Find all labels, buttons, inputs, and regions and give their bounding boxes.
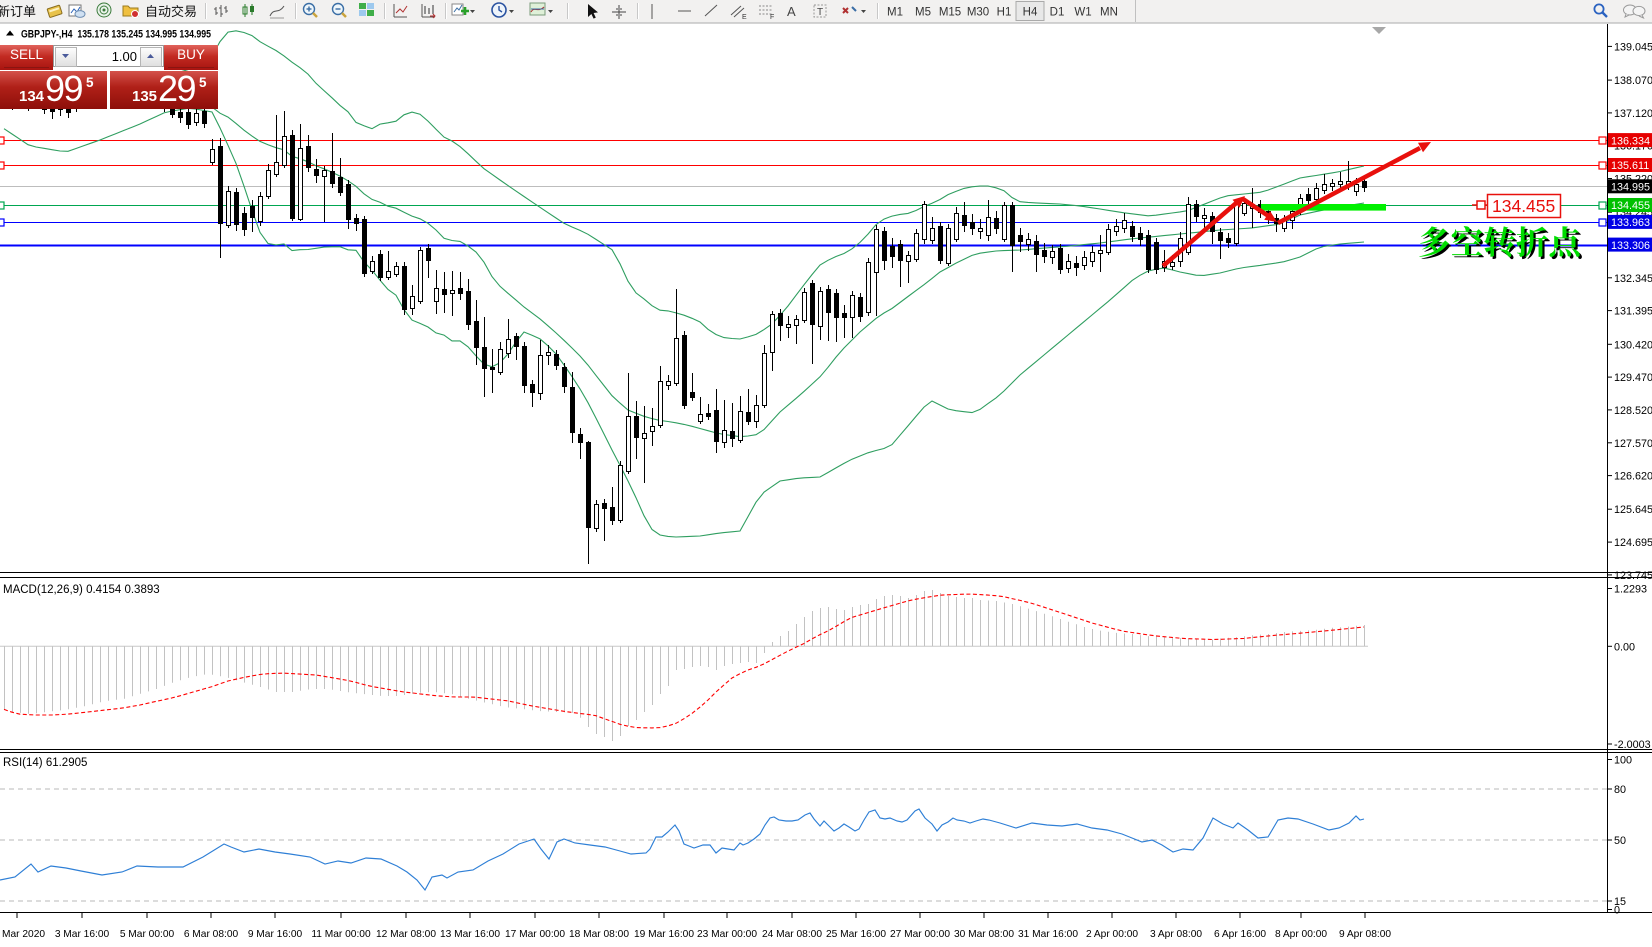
svg-text:W1: W1 bbox=[1074, 7, 1091, 19]
svg-text:134.995: 134.995 bbox=[1611, 182, 1650, 194]
svg-text:H4: H4 bbox=[1023, 7, 1038, 19]
svg-text:126.620: 126.620 bbox=[1614, 471, 1652, 483]
svg-text:135.611: 135.611 bbox=[1611, 160, 1649, 172]
svg-text:0.00: 0.00 bbox=[1614, 641, 1635, 653]
svg-text:E: E bbox=[742, 14, 747, 21]
svg-text:136.334: 136.334 bbox=[1611, 135, 1650, 147]
svg-text:18 Mar 08:00: 18 Mar 08:00 bbox=[569, 929, 629, 940]
svg-text:100: 100 bbox=[1614, 755, 1632, 767]
svg-text:11 Mar 00:00: 11 Mar 00:00 bbox=[311, 929, 371, 940]
svg-text:GBPJPY-,H4 135.178 135.245 13: GBPJPY-,H4 135.178 135.245 134.995 134.9… bbox=[21, 29, 211, 41]
svg-text:3 Apr 08:00: 3 Apr 08:00 bbox=[1150, 929, 1202, 940]
svg-text:MN: MN bbox=[1100, 7, 1118, 19]
svg-text:M1: M1 bbox=[887, 7, 903, 19]
svg-text:1.2293: 1.2293 bbox=[1614, 584, 1647, 596]
svg-text:80: 80 bbox=[1614, 784, 1626, 796]
svg-text:5 Mar 00:00: 5 Mar 00:00 bbox=[120, 929, 175, 940]
svg-text:128.520: 128.520 bbox=[1614, 405, 1652, 417]
svg-text:133.306: 133.306 bbox=[1611, 240, 1650, 252]
svg-text:Mar 2020: Mar 2020 bbox=[2, 929, 45, 940]
svg-text:9 Mar 16:00: 9 Mar 16:00 bbox=[248, 929, 303, 940]
svg-text:-2.0003: -2.0003 bbox=[1614, 739, 1651, 751]
svg-text:127.570: 127.570 bbox=[1614, 438, 1652, 450]
svg-text:132.345: 132.345 bbox=[1614, 273, 1652, 285]
svg-text:123.745: 123.745 bbox=[1614, 570, 1652, 582]
svg-text:6 Apr 16:00: 6 Apr 16:00 bbox=[1214, 929, 1266, 940]
svg-text:138.070: 138.070 bbox=[1614, 75, 1652, 87]
svg-text:6 Mar 08:00: 6 Mar 08:00 bbox=[184, 929, 239, 940]
svg-text:MACD(12,26,9) 0.4154 0.3893: MACD(12,26,9) 0.4154 0.3893 bbox=[3, 584, 160, 596]
svg-text:0: 0 bbox=[1614, 905, 1620, 917]
svg-text:17 Mar 00:00: 17 Mar 00:00 bbox=[505, 929, 565, 940]
svg-text:2 Apr 00:00: 2 Apr 00:00 bbox=[1086, 929, 1138, 940]
svg-text:25 Mar 16:00: 25 Mar 16:00 bbox=[826, 929, 886, 940]
svg-text:12 Mar 08:00: 12 Mar 08:00 bbox=[376, 929, 436, 940]
svg-text:8 Apr 00:00: 8 Apr 00:00 bbox=[1275, 929, 1327, 940]
svg-text:D1: D1 bbox=[1050, 7, 1065, 19]
svg-text:M30: M30 bbox=[967, 7, 989, 19]
svg-text:T: T bbox=[817, 7, 823, 18]
svg-text:M5: M5 bbox=[915, 7, 931, 19]
svg-text:130.420: 130.420 bbox=[1614, 339, 1652, 351]
svg-text:31 Mar 16:00: 31 Mar 16:00 bbox=[1018, 929, 1078, 940]
svg-text:15: 15 bbox=[1614, 896, 1626, 908]
svg-text:139.045: 139.045 bbox=[1614, 41, 1652, 53]
svg-text:30 Mar 08:00: 30 Mar 08:00 bbox=[954, 929, 1014, 940]
svg-text:23 Mar 00:00: 23 Mar 00:00 bbox=[697, 929, 757, 940]
svg-text:133.963: 133.963 bbox=[1611, 217, 1650, 229]
svg-text:A: A bbox=[787, 4, 796, 19]
svg-text:134.455: 134.455 bbox=[1492, 196, 1555, 216]
svg-text:19 Mar 16:00: 19 Mar 16:00 bbox=[634, 929, 694, 940]
svg-text:125.645: 125.645 bbox=[1614, 504, 1652, 516]
svg-text:F: F bbox=[770, 14, 774, 21]
svg-text:H1: H1 bbox=[997, 7, 1012, 19]
svg-text:24 Mar 08:00: 24 Mar 08:00 bbox=[762, 929, 822, 940]
svg-text:131.395: 131.395 bbox=[1614, 306, 1652, 318]
svg-text:137.120: 137.120 bbox=[1614, 108, 1652, 120]
svg-text:RSI(14) 61.2905: RSI(14) 61.2905 bbox=[3, 757, 87, 769]
svg-text:13 Mar 16:00: 13 Mar 16:00 bbox=[440, 929, 500, 940]
svg-text:134.455: 134.455 bbox=[1611, 200, 1650, 212]
svg-text:27 Mar 00:00: 27 Mar 00:00 bbox=[890, 929, 950, 940]
svg-text:9 Apr 08:00: 9 Apr 08:00 bbox=[1339, 929, 1391, 940]
svg-text:3 Mar 16:00: 3 Mar 16:00 bbox=[55, 929, 110, 940]
svg-text:50: 50 bbox=[1614, 835, 1626, 847]
svg-text:129.470: 129.470 bbox=[1614, 372, 1652, 384]
svg-text:124.695: 124.695 bbox=[1614, 537, 1652, 549]
svg-text:M15: M15 bbox=[939, 7, 961, 19]
